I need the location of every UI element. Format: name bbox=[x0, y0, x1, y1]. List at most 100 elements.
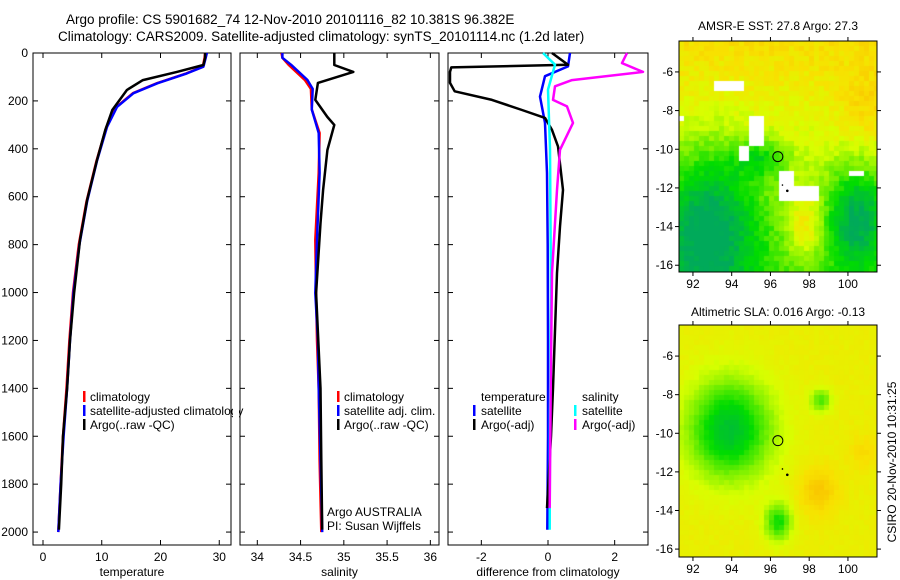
legend-label: climatology bbox=[90, 390, 150, 404]
island-marker bbox=[781, 184, 784, 186]
y-tick-label: 200 bbox=[8, 94, 28, 108]
legend-label: satellite-adjusted climatology bbox=[90, 404, 243, 418]
sla-map-field bbox=[679, 325, 877, 557]
x-tick-label: 34 bbox=[251, 550, 265, 564]
salinity-panel: 34 34.5 35 35.5 36 salinity bbox=[239, 52, 440, 579]
legend-label: satellite bbox=[582, 404, 623, 418]
y-tick-label: -6 bbox=[662, 349, 673, 363]
legend-label: satellite bbox=[481, 404, 522, 418]
map-title-sla: Altimetric SLA: 0.016 Argo: -0.13 bbox=[691, 305, 865, 319]
sst-map-field bbox=[679, 41, 877, 272]
temperature-legend: climatology satellite-adjusted climatolo… bbox=[83, 390, 243, 432]
y-tick-label: 1800 bbox=[1, 477, 28, 491]
y-tick-label: 1000 bbox=[1, 286, 28, 300]
x-tick-label: 36 bbox=[424, 550, 438, 564]
series-line-satellite-adj-clim- bbox=[281, 53, 324, 533]
annotation-argo-australia: Argo AUSTRALIA bbox=[327, 505, 422, 519]
legend-swatch-argo bbox=[337, 419, 340, 430]
legend-swatch-sal-argo bbox=[574, 419, 577, 430]
plot-frame bbox=[239, 52, 440, 546]
legend-label: Argo(..raw -QC) bbox=[344, 418, 429, 432]
series-line-salinity-argo-adj- bbox=[548, 52, 645, 509]
x-tick-label: 34.5 bbox=[289, 550, 313, 564]
x-tick-label: 92 bbox=[686, 562, 700, 576]
x-tick-label: 20 bbox=[154, 550, 168, 564]
x-axis-label: difference from climatology bbox=[476, 565, 619, 579]
x-tick-label: 0 bbox=[545, 550, 552, 564]
temperature-panel: 0 10 20 30 0 200 400 600 800 1000 1200 1400 1600 1800… bbox=[1, 46, 232, 579]
legend-swatch-temp-argo bbox=[473, 419, 476, 430]
x-tick-label: 96 bbox=[764, 277, 778, 291]
x-tick-label: 96 bbox=[764, 562, 778, 576]
x-tick-label: 35.5 bbox=[375, 550, 399, 564]
legend-label: climatology bbox=[344, 390, 404, 404]
y-tick-label: 1200 bbox=[1, 333, 28, 347]
x-tick-label: 2 bbox=[611, 550, 618, 564]
y-tick-label: 800 bbox=[8, 238, 28, 252]
x-axis-label: salinity bbox=[321, 565, 358, 579]
map-frame bbox=[678, 40, 878, 273]
x-tick-label: 35 bbox=[337, 550, 351, 564]
plot-frame bbox=[32, 52, 232, 546]
argo-position-marker bbox=[772, 151, 784, 163]
x-tick-label: 100 bbox=[838, 277, 858, 291]
legend-swatch-satellite bbox=[337, 405, 340, 416]
sst-map-axes: 92 94 96 98 100 -6 -8 -10 -12 -14 -16 bbox=[656, 37, 881, 291]
island-marker bbox=[781, 468, 784, 470]
legend-swatch-argo bbox=[83, 419, 86, 430]
legend-swatch-temp-satellite bbox=[473, 405, 476, 416]
legend-group-title-salinity: salinity bbox=[582, 390, 619, 404]
series-line-temperature-satellite bbox=[538, 52, 572, 530]
legend-swatch-climatology bbox=[83, 391, 86, 402]
y-tick-label: 0 bbox=[21, 46, 28, 60]
x-tick-label: 94 bbox=[725, 277, 739, 291]
x-tick-label: 30 bbox=[213, 550, 227, 564]
footer-stamp: CSIRO 20-Nov-2010 10:31:25 bbox=[885, 381, 899, 542]
y-tick-label: 2000 bbox=[1, 525, 28, 539]
legend-group-title-temperature: temperature bbox=[481, 390, 546, 404]
x-tick-label: 98 bbox=[803, 277, 817, 291]
x-tick-label: 94 bbox=[725, 562, 739, 576]
x-tick-label: 10 bbox=[95, 550, 109, 564]
salinity-legend: climatology satellite adj. clim. Argo(..… bbox=[327, 390, 435, 533]
series-line-argo-raw-qc- bbox=[314, 53, 355, 530]
y-tick-label: -14 bbox=[656, 503, 674, 517]
y-tick-label: 1400 bbox=[1, 381, 28, 395]
legend-label: Argo(..raw -QC) bbox=[90, 418, 175, 432]
map-title-sst: AMSR-E SST: 27.8 Argo: 27.3 bbox=[698, 19, 858, 33]
series-line-satellite-adjusted-climatology bbox=[57, 52, 209, 533]
island-marker bbox=[785, 189, 789, 193]
legend-label: Argo(-adj) bbox=[582, 418, 635, 432]
series-line-argo-raw-qc- bbox=[57, 53, 207, 530]
y-tick-label: 600 bbox=[8, 190, 28, 204]
x-axis-label: temperature bbox=[100, 565, 165, 579]
legend-label: satellite adj. clim. bbox=[344, 404, 435, 418]
series-line-temperature-argo-adj- bbox=[448, 51, 570, 509]
annotation-pi: PI: Susan Wijffels bbox=[327, 519, 421, 533]
difference-legend: temperature satellite Argo(-adj) salinit… bbox=[473, 390, 635, 432]
y-tick-label: 1600 bbox=[1, 429, 28, 443]
x-tick-label: 92 bbox=[686, 277, 700, 291]
series-line-climatology bbox=[57, 52, 207, 533]
argo-position-marker bbox=[772, 435, 784, 447]
y-tick-label: -12 bbox=[656, 181, 674, 195]
figure-title-line1: Argo profile: CS 5901682_74 12-Nov-2010 … bbox=[66, 12, 514, 27]
figure-title-line2: Climatology: CARS2009. Satellite-adjuste… bbox=[58, 29, 584, 44]
y-tick-label: -10 bbox=[656, 142, 674, 156]
y-tick-label: -16 bbox=[656, 258, 674, 272]
map-frame bbox=[678, 324, 878, 558]
legend-swatch-satellite bbox=[83, 405, 86, 416]
y-tick-label: -8 bbox=[662, 388, 673, 402]
island-marker bbox=[785, 473, 789, 477]
y-tick-label: -12 bbox=[656, 465, 674, 479]
y-tick-label: -6 bbox=[662, 65, 673, 79]
x-tick-label: -2 bbox=[476, 550, 487, 564]
y-tick-label: -14 bbox=[656, 220, 674, 234]
y-tick-label: -8 bbox=[662, 104, 673, 118]
legend-swatch-sal-satellite bbox=[574, 405, 577, 416]
legend-label: Argo(-adj) bbox=[481, 418, 534, 432]
y-tick-label: 400 bbox=[8, 142, 28, 156]
x-tick-label: 98 bbox=[803, 562, 817, 576]
